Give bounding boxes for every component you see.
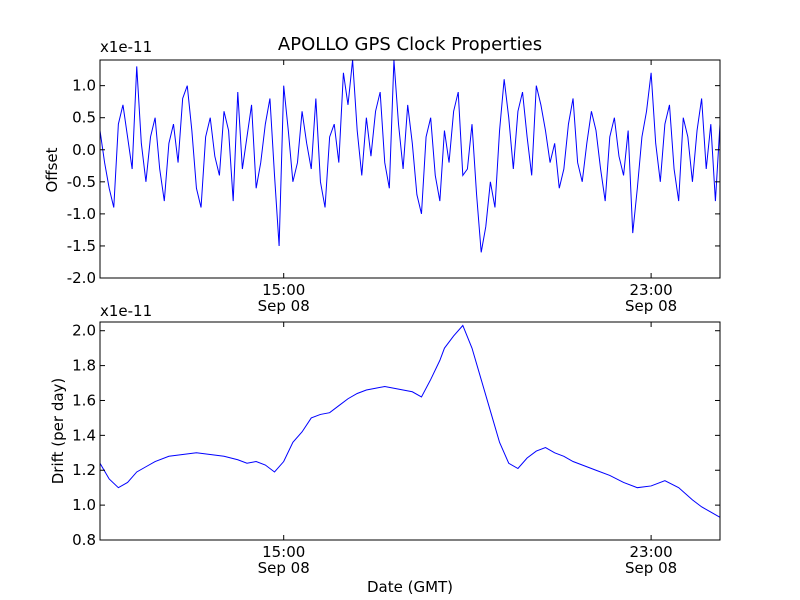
offset-y-axis-label: Offset <box>43 147 61 192</box>
drift-series-line <box>100 324 720 518</box>
offset-series-line <box>100 60 720 253</box>
drift-plot-area <box>100 324 720 518</box>
drift-x-tick-time: 23:00 <box>629 543 672 561</box>
chart-title: APOLLO GPS Clock Properties <box>278 34 542 55</box>
drift-y-tick-label: 2.0 <box>72 322 96 340</box>
offset-scale-note: x1e-11 <box>100 38 152 56</box>
drift-y-tick-label: 1.0 <box>72 496 96 514</box>
offset-panel: APOLLO GPS Clock Properties x1e-11 Offse… <box>43 34 721 315</box>
drift-x-axis-label: Date (GMT) <box>367 578 453 596</box>
drift-plot-frame <box>99 321 721 541</box>
offset-y-tick-label: 1.0 <box>72 77 96 95</box>
offset-x-tick-date: Sep 08 <box>258 297 310 315</box>
offset-y-tick-label: -0.5 <box>67 173 96 191</box>
drift-y-tick-label: 1.6 <box>72 391 96 409</box>
offset-x-tick-date: Sep 08 <box>625 297 677 315</box>
drift-y-tick-label: 0.8 <box>72 531 96 549</box>
drift-scale-note: x1e-11 <box>100 302 152 320</box>
drift-y-tick-label: 1.4 <box>72 426 96 444</box>
offset-y-tick-label: 0.5 <box>72 109 96 127</box>
offset-plot-area <box>100 60 720 253</box>
offset-x-tick-time: 15:00 <box>262 281 305 299</box>
drift-x-tick-date: Sep 08 <box>625 559 677 577</box>
offset-plot-frame <box>99 59 721 279</box>
drift-y-tick-label: 1.8 <box>72 357 96 375</box>
drift-y-ticks: 0.8 1.0 1.2 1.4 1.6 1.8 2.0 <box>72 322 720 549</box>
drift-x-tick-time: 15:00 <box>262 543 305 561</box>
offset-y-tick-label: -1.5 <box>67 237 96 255</box>
offset-y-tick-label: -1.0 <box>67 205 96 223</box>
drift-y-tick-label: 1.2 <box>72 461 96 479</box>
drift-panel: x1e-11 Drift (per day) 0.8 1.0 1.2 1.4 1.6 1.… <box>49 302 721 596</box>
offset-y-ticks: -2.0 -1.5 -1.0 -0.5 0.0 0.5 1.0 <box>67 77 720 287</box>
offset-x-tick-time: 23:00 <box>629 281 672 299</box>
offset-y-tick-label: -2.0 <box>67 269 96 287</box>
drift-y-axis-label: Drift (per day) <box>49 378 67 485</box>
drift-x-tick-date: Sep 08 <box>258 559 310 577</box>
offset-y-tick-label: 0.0 <box>72 141 96 159</box>
